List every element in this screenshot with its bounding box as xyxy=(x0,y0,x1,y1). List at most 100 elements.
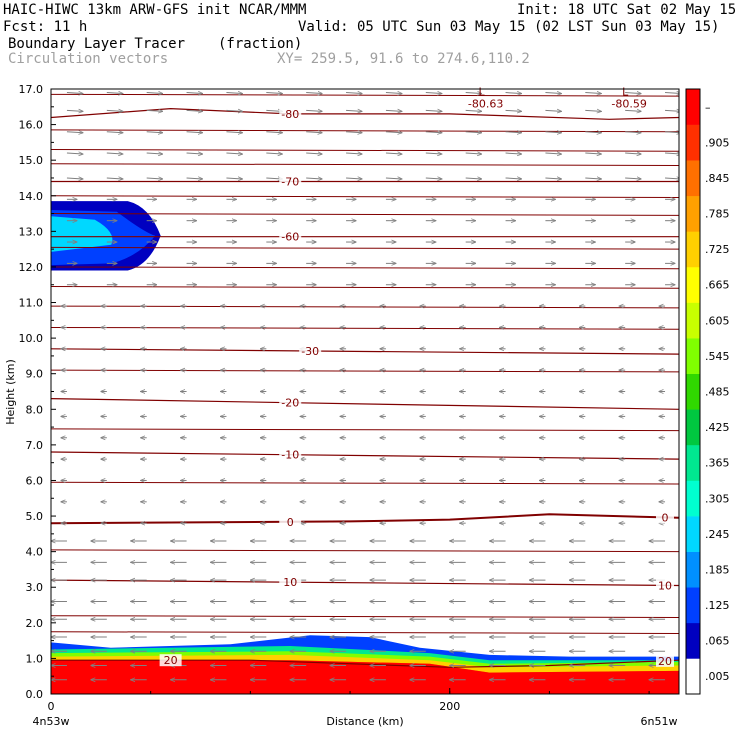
isotherm--80 xyxy=(51,109,679,120)
colorbar-label: .725 xyxy=(705,243,730,256)
y-tick-label: 6.0 xyxy=(26,474,44,487)
vector-arrow xyxy=(386,93,402,94)
y-tick-label: 9.0 xyxy=(26,368,44,381)
colorbar-label: .665 xyxy=(705,279,730,292)
isotherms xyxy=(51,94,679,667)
isotherm-line xyxy=(51,616,679,618)
vector-arrow xyxy=(346,132,362,133)
vector-arrow xyxy=(346,178,362,179)
x-axis-title: Distance (km) xyxy=(326,715,403,728)
colorbar-swatch xyxy=(686,267,700,303)
vector-arrow xyxy=(466,178,482,179)
vector-arrow xyxy=(625,178,641,179)
vector-arrow xyxy=(306,153,322,154)
vector-arrow xyxy=(107,153,123,154)
colorbar-label: .545 xyxy=(705,350,730,363)
vector-arrow xyxy=(107,110,123,111)
vector-arrow xyxy=(426,132,442,133)
vector-arrow xyxy=(545,93,561,94)
isotherm-line xyxy=(51,130,679,132)
vector-arrow xyxy=(545,110,561,111)
vector-arrow xyxy=(147,132,163,133)
vector-arrow xyxy=(545,178,561,179)
vector-arrow xyxy=(67,178,83,179)
colorbar-swatch xyxy=(686,160,700,196)
isotherm-label: 0 xyxy=(287,516,294,529)
isotherm-line xyxy=(51,267,679,269)
isotherm-label: 0 xyxy=(662,511,669,524)
y-tick-label: 11.0 xyxy=(19,297,44,310)
vector-arrow xyxy=(306,110,322,111)
colorbar: .005.065.125.185.245.305.365.425.485.545… xyxy=(686,89,730,694)
isotherm-label: 10 xyxy=(658,579,672,592)
vector-arrow xyxy=(147,153,163,154)
vector-arrow xyxy=(386,178,402,179)
vector-arrow xyxy=(426,110,442,111)
vector-arrow xyxy=(506,110,522,111)
isotherm-label: -10 xyxy=(281,449,299,462)
colorbar-label: .425 xyxy=(705,421,730,434)
isotherm-label: -80 xyxy=(281,108,299,121)
vector-arrow xyxy=(426,93,442,94)
isotherm-label: 20 xyxy=(164,654,178,667)
isotherm-line xyxy=(51,429,679,431)
low-value: -80.63 xyxy=(468,98,503,111)
isotherm-label: -20 xyxy=(281,397,299,410)
vector-arrow xyxy=(466,132,482,133)
vector-arrow xyxy=(67,132,83,133)
colorbar-label: .845 xyxy=(705,172,730,185)
vector-arrow xyxy=(67,93,83,94)
isotherm-line xyxy=(51,196,679,198)
vector-arrow xyxy=(346,153,362,154)
colorbar-swatch xyxy=(686,374,700,410)
y-tick-label: 8.0 xyxy=(26,403,44,416)
isotherm-0 xyxy=(51,514,679,523)
vector-arrow xyxy=(226,132,242,133)
vector-arrow xyxy=(226,178,242,179)
colorbar-label: .245 xyxy=(705,528,730,541)
vector-arrow xyxy=(67,110,83,111)
isotherm-line xyxy=(51,164,679,166)
isotherm-line xyxy=(51,632,679,634)
isotherm-label: -60 xyxy=(281,231,299,244)
y-tick-label: 7.0 xyxy=(26,439,44,452)
vector-arrow xyxy=(506,132,522,133)
low-value: -80.59 xyxy=(611,98,646,111)
vector-arrow xyxy=(585,178,601,179)
vector-arrow xyxy=(585,153,601,154)
y-tick-label: 17.0 xyxy=(19,83,44,96)
y-tick-label: 13.0 xyxy=(19,225,44,238)
colorbar-swatch xyxy=(686,480,700,516)
vector-arrow xyxy=(585,110,601,111)
vector-arrow xyxy=(107,93,123,94)
vector-arrow xyxy=(306,93,322,94)
isotherm-line xyxy=(51,150,679,152)
vector-arrow xyxy=(426,153,442,154)
x-tick-label: 0 xyxy=(48,700,55,713)
y-tick-label: 14.0 xyxy=(19,190,44,203)
vector-arrow xyxy=(187,153,203,154)
colorbar-swatch xyxy=(686,125,700,161)
vector-arrow xyxy=(147,178,163,179)
vector-arrow xyxy=(67,153,83,154)
y-tick-label: 1.0 xyxy=(26,652,44,665)
y-tick-label: 16.0 xyxy=(19,119,44,132)
vector-arrow xyxy=(506,153,522,154)
vector-arrow xyxy=(386,153,402,154)
vector-arrow xyxy=(585,93,601,94)
colorbar-label: .185 xyxy=(705,563,730,576)
vector-arrow xyxy=(147,93,163,94)
vector-arrow xyxy=(187,132,203,133)
isotherm-line xyxy=(51,482,679,484)
isotherm--20 xyxy=(51,399,679,410)
vector-arrow xyxy=(266,132,282,133)
isotherm--30 xyxy=(51,349,679,354)
y-tick-label: 0.0 xyxy=(26,688,44,701)
vector-arrow xyxy=(147,110,163,111)
y-tick-label: 10.0 xyxy=(19,332,44,345)
x-tick-label: 200 xyxy=(439,700,460,713)
vector-arrow xyxy=(107,178,123,179)
y-tick-label: 3.0 xyxy=(26,581,44,594)
vector-arrow xyxy=(506,93,522,94)
